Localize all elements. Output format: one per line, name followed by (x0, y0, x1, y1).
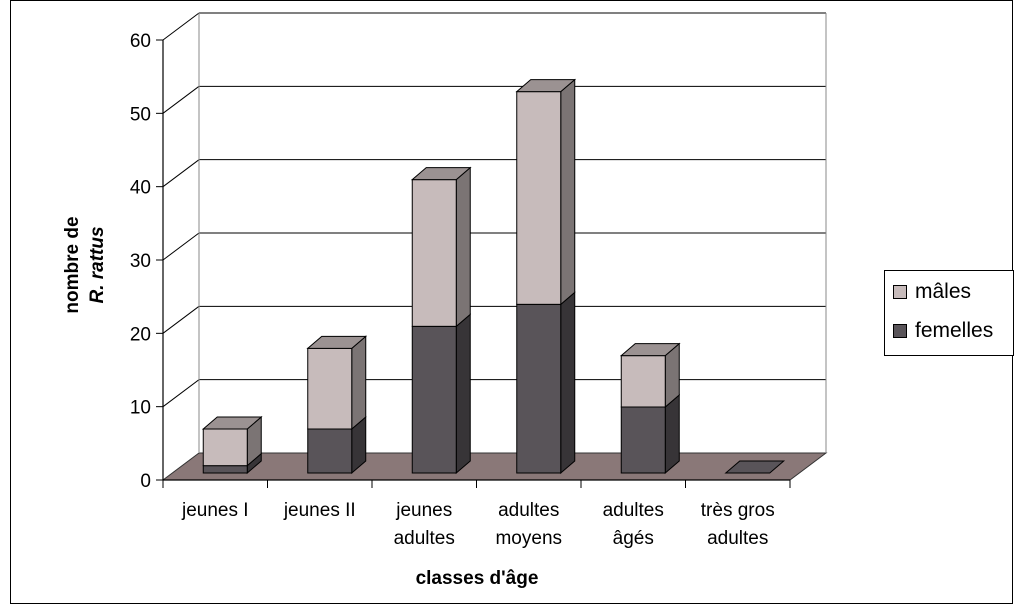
bar-females (202, 465, 248, 474)
bar-males-side (351, 335, 367, 431)
gridline-side (162, 379, 200, 408)
bar-males (620, 355, 666, 408)
chart-frame (10, 0, 1013, 604)
legend: mâles femelles (884, 270, 1014, 356)
y-tick-label: 40 (130, 178, 151, 199)
bar-females-side (455, 313, 471, 475)
chart-floor (161, 452, 828, 481)
y-tick-label: 60 (130, 31, 151, 52)
x-tick-label: jeunes II (283, 500, 356, 521)
y-tick-label: 30 (130, 251, 151, 272)
bar-males (516, 91, 562, 305)
legend-label-males: mâles (915, 280, 972, 303)
bar-top (619, 343, 681, 357)
x-tick-label: jeunes I (181, 500, 249, 521)
legend-label-females: femelles (915, 319, 994, 342)
x-tick-label: très gros (701, 500, 775, 521)
legend-swatch-males (893, 285, 907, 299)
y-axis-title-line-2: R. rattus (87, 226, 108, 303)
x-axis-title: classes d'âge (416, 568, 539, 589)
bar-females-side (664, 393, 680, 475)
gridline-side (162, 232, 200, 261)
bar-females (620, 406, 666, 474)
y-tick-label: 50 (130, 104, 151, 125)
y-tick-label: 0 (140, 471, 151, 492)
bar-top (306, 335, 368, 349)
bar-females (411, 325, 457, 474)
x-tick-label: âgés (613, 528, 654, 549)
legend-swatch-females (893, 324, 907, 338)
bar-males (202, 428, 248, 467)
bar-males-side (560, 78, 576, 306)
bar-top (410, 167, 472, 181)
x-tick-label: moyens (495, 528, 562, 549)
bar-males-side (455, 166, 471, 328)
x-tick-label: adultes (603, 500, 664, 521)
bar-males (411, 179, 457, 327)
bar-females (307, 428, 353, 474)
bar-females-side (560, 291, 576, 475)
bar-top (515, 79, 577, 93)
y-tick-label: 20 (130, 324, 151, 345)
x-tick-label: adultes (707, 528, 768, 549)
bar-empty (724, 460, 786, 474)
legend-item-males: mâles (893, 279, 971, 305)
y-tick-label: 10 (130, 398, 151, 419)
bar-top (201, 416, 263, 430)
gridline-side (162, 12, 200, 41)
bar-males (307, 347, 353, 430)
legend-item-females: femelles (893, 318, 993, 344)
gridline-side (162, 85, 200, 114)
bar-females (516, 303, 562, 474)
x-tick-label: adultes (394, 528, 455, 549)
gridline-side (162, 159, 200, 188)
x-tick-label: jeunes (395, 500, 452, 521)
gridline-side (162, 305, 200, 334)
y-axis-title-line-1: nombre de (62, 216, 83, 313)
x-tick-label: adultes (498, 500, 559, 521)
